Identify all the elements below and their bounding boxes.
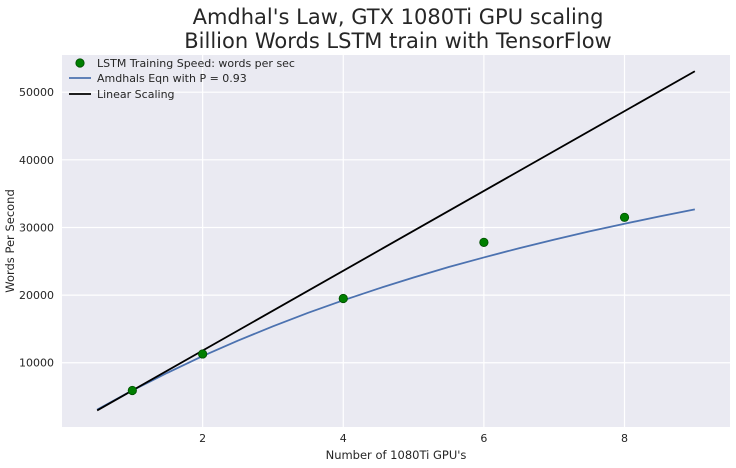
y-tick-label: 30000 [19, 221, 54, 234]
legend-label-amdahl: Amdhals Eqn with P = 0.93 [97, 72, 247, 85]
x-tick-label: 8 [621, 432, 628, 445]
chart-title: Amdhal's Law, GTX 1080Ti GPU scaling [193, 5, 604, 29]
data-point [127, 385, 137, 396]
legend: LSTM Training Speed: words per sec Amdha… [69, 57, 295, 101]
x-axis-label: Number of 1080Ti GPU's [326, 448, 467, 462]
x-tick-label: 4 [340, 432, 347, 445]
legend-label-scatter: LSTM Training Speed: words per sec [97, 57, 295, 70]
linear-scaling-line [96, 70, 696, 412]
x-tick-label: 6 [480, 432, 487, 445]
amdahl-curve [96, 208, 696, 411]
y-tick-label: 20000 [19, 289, 54, 302]
legend-marker-scatter [75, 58, 85, 68]
chart-subtitle: Billion Words LSTM train with TensorFlow [184, 29, 611, 53]
y-axis-label: Words Per Second [3, 189, 17, 293]
y-tick-label: 40000 [19, 154, 54, 167]
plot-series [96, 70, 696, 412]
data-point [479, 237, 489, 247]
x-tick-label: 2 [199, 432, 206, 445]
data-point [198, 349, 208, 359]
y-tick-label: 50000 [19, 86, 54, 99]
data-point [338, 293, 348, 304]
tick-labels: 2 4 6 8 10000 20000 30000 40000 50000 [19, 86, 628, 445]
y-tick-label: 10000 [19, 357, 54, 370]
data-point [619, 212, 630, 222]
legend-label-linear: Linear Scaling [97, 88, 175, 101]
